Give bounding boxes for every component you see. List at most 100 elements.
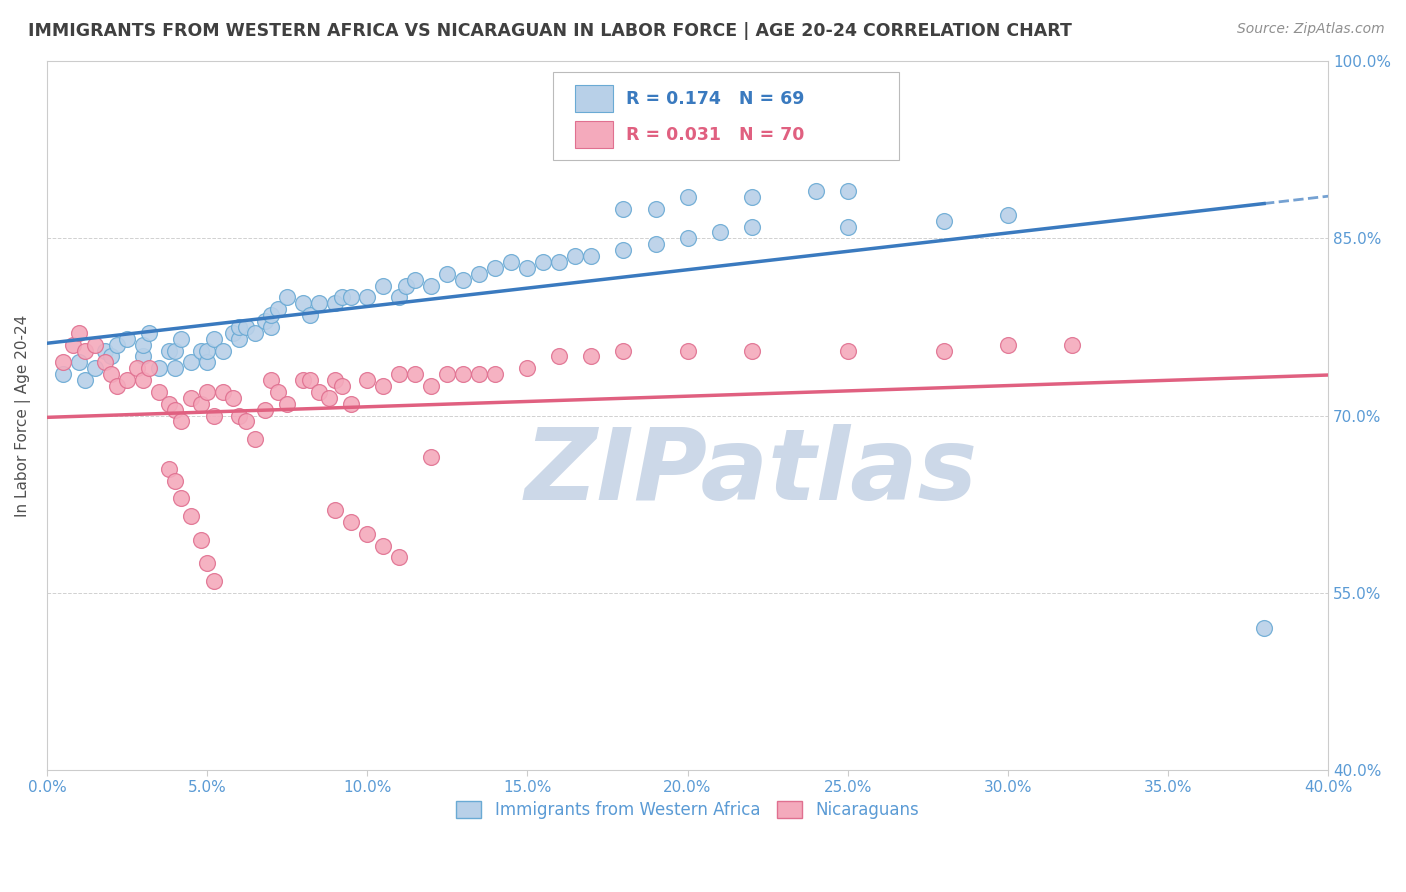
Point (228, 320, 250, 334)
Point (373, 379, 395, 393)
Point (115, 332, 138, 346)
Point (436, 368, 458, 382)
Point (804, 184, 827, 198)
FancyBboxPatch shape (553, 71, 898, 161)
Point (533, 255, 555, 269)
Point (420, 278, 443, 293)
Point (308, 296, 330, 310)
Bar (575, 86, 613, 112)
Point (190, 343, 212, 358)
Point (170, 415, 193, 429)
Point (165, 361, 187, 376)
Point (180, 391, 202, 405)
Text: R = 0.174   N = 69: R = 0.174 N = 69 (626, 90, 804, 108)
Point (180, 355, 202, 369)
Point (404, 368, 426, 382)
Point (612, 343, 634, 358)
Point (612, 243, 634, 257)
Point (484, 368, 506, 382)
Point (195, 355, 218, 369)
Point (741, 219, 763, 234)
Point (676, 190, 699, 204)
Point (373, 278, 395, 293)
Point (170, 491, 193, 506)
Point (468, 368, 491, 382)
Point (148, 384, 170, 399)
Point (260, 373, 283, 387)
Point (195, 556, 218, 570)
Point (266, 302, 288, 317)
Point (298, 308, 321, 322)
Point (84, 337, 107, 351)
Point (138, 326, 160, 340)
Point (228, 332, 250, 346)
Point (330, 290, 353, 304)
Point (298, 373, 321, 387)
Point (84, 361, 107, 376)
Point (395, 278, 418, 293)
Point (107, 379, 129, 393)
Point (741, 190, 763, 204)
Point (195, 343, 218, 358)
Point (340, 290, 363, 304)
Point (837, 184, 859, 198)
Point (676, 343, 699, 358)
Point (564, 249, 586, 263)
Point (165, 402, 187, 417)
Point (292, 296, 315, 310)
Point (516, 260, 538, 275)
Point (148, 361, 170, 376)
Point (548, 255, 571, 269)
Point (581, 350, 603, 364)
Point (212, 384, 235, 399)
Y-axis label: In Labor Force | Age 20-24: In Labor Force | Age 20-24 (15, 315, 31, 516)
Point (52, 368, 75, 382)
Text: IMMIGRANTS FROM WESTERN AFRICA VS NICARAGUAN IN LABOR FORCE | AGE 20-24 CORRELAT: IMMIGRANTS FROM WESTERN AFRICA VS NICARA… (28, 22, 1071, 40)
Point (222, 326, 245, 340)
Point (202, 332, 225, 346)
Point (67, 355, 90, 369)
Point (436, 267, 458, 281)
Point (1253, 621, 1275, 635)
Point (837, 343, 859, 358)
Point (837, 219, 859, 234)
Point (132, 337, 155, 351)
Point (52, 355, 75, 369)
Point (323, 503, 346, 517)
Point (330, 379, 353, 393)
Point (548, 350, 571, 364)
Point (932, 213, 955, 227)
Point (1060, 337, 1083, 351)
Point (75, 373, 97, 387)
Point (75, 343, 97, 358)
Point (453, 273, 475, 287)
Point (292, 373, 315, 387)
Point (138, 361, 160, 376)
Point (932, 343, 955, 358)
Point (253, 314, 276, 328)
Point (107, 337, 129, 351)
Point (67, 326, 90, 340)
Point (308, 384, 330, 399)
Point (132, 373, 155, 387)
Point (997, 337, 1019, 351)
Point (260, 320, 283, 334)
Point (340, 397, 363, 411)
Point (516, 361, 538, 376)
Point (157, 397, 180, 411)
Point (468, 267, 491, 281)
Point (157, 461, 180, 475)
Point (235, 415, 257, 429)
Point (93, 355, 115, 369)
Point (212, 343, 235, 358)
Point (997, 208, 1019, 222)
Point (115, 373, 138, 387)
Point (202, 574, 225, 588)
Point (62, 337, 84, 351)
Legend: Immigrants from Western Africa, Nicaraguans: Immigrants from Western Africa, Nicaragu… (450, 794, 925, 825)
Point (373, 539, 395, 553)
Point (165, 343, 187, 358)
Point (356, 526, 378, 541)
Bar (575, 121, 613, 148)
Point (222, 391, 245, 405)
